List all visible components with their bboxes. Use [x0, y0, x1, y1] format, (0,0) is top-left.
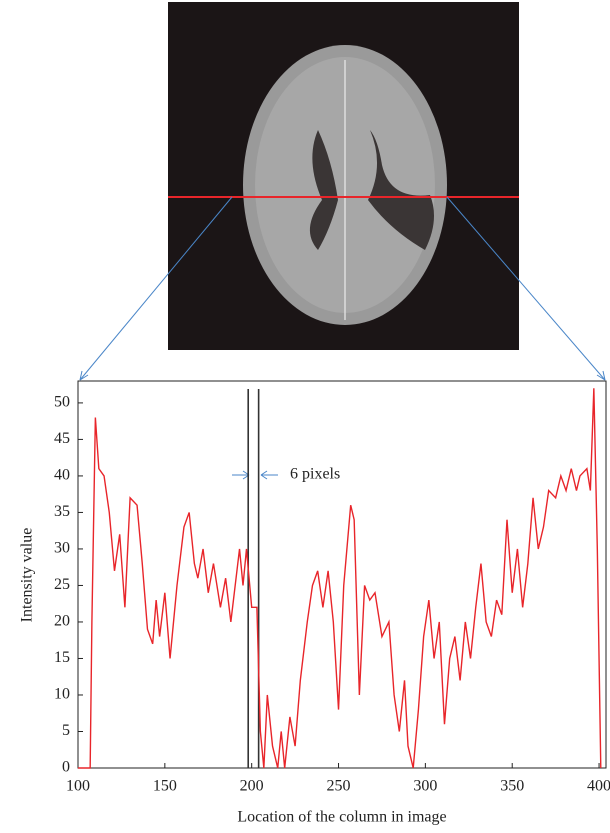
y-tick-label: 30: [54, 540, 70, 557]
y-tick-label: 25: [54, 576, 70, 593]
y-tick-label: 35: [54, 503, 70, 520]
annotation: 6 pixels: [290, 466, 340, 483]
y-axis-label: Intensity value: [19, 528, 36, 623]
x-tick-label: 100: [66, 778, 90, 795]
x-tick-label: 200: [240, 778, 264, 795]
x-tick-label: 300: [413, 778, 437, 795]
y-tick-label: 5: [62, 722, 70, 739]
x-tick-label: 250: [327, 778, 351, 795]
y-tick-label: 50: [54, 394, 70, 411]
x-axis-label: Location of the column in image: [237, 809, 446, 826]
data-line: [78, 388, 601, 768]
y-tick-label: 20: [54, 613, 70, 630]
y-tick-label: 45: [54, 430, 70, 447]
x-tick-label: 150: [153, 778, 177, 795]
x-tick-label: 350: [500, 778, 524, 795]
y-tick-label: 10: [54, 686, 70, 703]
y-tick-label: 0: [62, 759, 70, 776]
ct-image: [168, 2, 519, 350]
y-tick-label: 15: [54, 649, 70, 666]
figure: Location of the column in image Intensit…: [0, 0, 610, 833]
gap-arrows: [232, 471, 278, 479]
x-tick-label: 400: [587, 778, 610, 795]
y-tick-label: 40: [54, 467, 70, 484]
